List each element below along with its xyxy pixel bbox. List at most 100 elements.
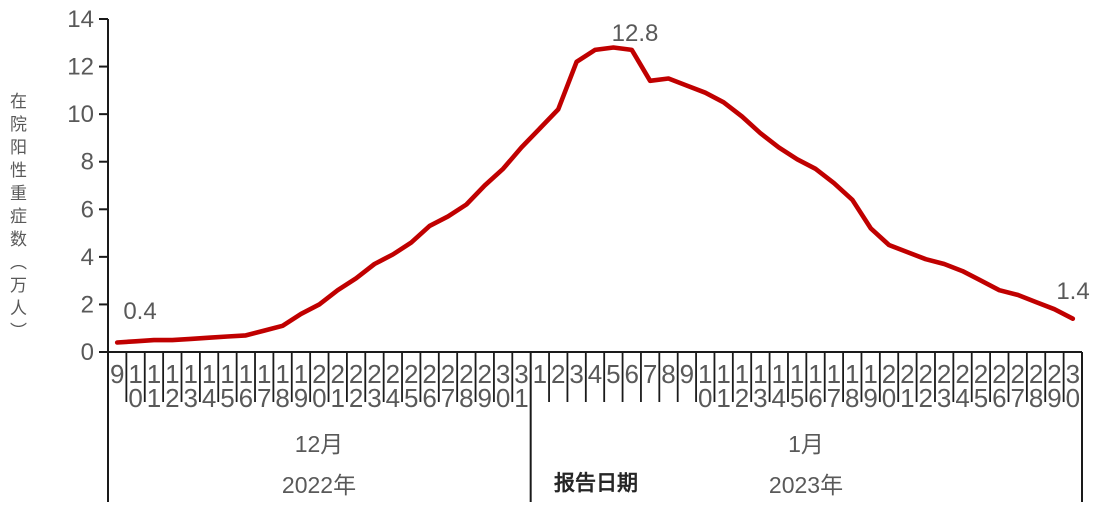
day-label: 3 bbox=[753, 383, 767, 413]
day-label: 3 bbox=[367, 383, 381, 413]
day-label: 8 bbox=[275, 383, 289, 413]
day-label: 1 bbox=[330, 383, 344, 413]
day-label: 2 bbox=[349, 383, 363, 413]
day-label: 8 bbox=[845, 383, 859, 413]
day-label: 0 bbox=[496, 383, 510, 413]
day-label: 2 bbox=[330, 359, 344, 389]
day-label: 7 bbox=[441, 383, 455, 413]
day-label: 9 bbox=[478, 383, 492, 413]
day-label: 2 bbox=[422, 359, 436, 389]
annotation-start-value: 0.4 bbox=[123, 298, 157, 325]
day-label: 6 bbox=[992, 383, 1006, 413]
month-label-december: 12月 bbox=[294, 431, 344, 457]
day-label: 6 bbox=[808, 383, 822, 413]
day-label: 1 bbox=[863, 359, 877, 389]
day-label: 7 bbox=[257, 383, 271, 413]
y-tick-label: 2 bbox=[81, 291, 94, 318]
y-tick-label: 8 bbox=[81, 149, 94, 176]
y-tick-label: 12 bbox=[67, 54, 94, 81]
day-label: 2 bbox=[165, 383, 179, 413]
day-label: 7 bbox=[643, 359, 657, 389]
day-label: 2 bbox=[459, 359, 473, 389]
day-label: 4 bbox=[588, 359, 602, 389]
day-label: 0 bbox=[882, 383, 896, 413]
day-label: 3 bbox=[1066, 359, 1080, 389]
day-label: 6 bbox=[625, 359, 639, 389]
day-label: 3 bbox=[183, 383, 197, 413]
day-label: 9 bbox=[110, 359, 124, 389]
x-axis-title: 报告日期 bbox=[554, 472, 638, 495]
day-label: 1 bbox=[239, 359, 253, 389]
day-label: 7 bbox=[827, 383, 841, 413]
day-label: 3 bbox=[569, 359, 583, 389]
y-tick-label: 14 bbox=[67, 6, 94, 33]
annotation-peak-value: 12.8 bbox=[611, 20, 659, 47]
day-label: 2 bbox=[992, 359, 1006, 389]
day-label: 1 bbox=[183, 359, 197, 389]
day-label: 2 bbox=[441, 359, 455, 389]
day-label: 1 bbox=[220, 359, 234, 389]
day-label: 0 bbox=[312, 383, 326, 413]
day-label: 8 bbox=[661, 359, 675, 389]
day-label: 0 bbox=[698, 383, 712, 413]
day-label: 1 bbox=[698, 359, 712, 389]
day-label: 1 bbox=[716, 359, 730, 389]
day-label: 2 bbox=[735, 383, 749, 413]
day-label: 2 bbox=[367, 359, 381, 389]
day-label: 1 bbox=[128, 359, 142, 389]
day-label: 0 bbox=[128, 383, 142, 413]
day-label: 5 bbox=[606, 359, 620, 389]
y-tick-label: 0 bbox=[81, 339, 94, 366]
day-label: 1 bbox=[147, 383, 161, 413]
day-label: 3 bbox=[937, 383, 951, 413]
day-label: 2 bbox=[1047, 359, 1061, 389]
day-label: 1 bbox=[790, 359, 804, 389]
day-label: 6 bbox=[422, 383, 436, 413]
day-label: 5 bbox=[404, 383, 418, 413]
day-label: 4 bbox=[202, 383, 216, 413]
day-label: 2 bbox=[882, 359, 896, 389]
day-label: 1 bbox=[808, 359, 822, 389]
day-label: 2 bbox=[312, 359, 326, 389]
day-label: 1 bbox=[147, 359, 161, 389]
day-label: 1 bbox=[294, 359, 308, 389]
day-label: 2 bbox=[919, 383, 933, 413]
day-label: 2 bbox=[551, 359, 565, 389]
day-label: 1 bbox=[845, 359, 859, 389]
day-label: 1 bbox=[275, 359, 289, 389]
day-label: 8 bbox=[1029, 383, 1043, 413]
day-label: 1 bbox=[165, 359, 179, 389]
series-line bbox=[114, 45, 1076, 345]
day-label: 1 bbox=[753, 359, 767, 389]
day-label: 1 bbox=[900, 383, 914, 413]
y-tick-label: 6 bbox=[81, 196, 94, 223]
day-label: 2 bbox=[937, 359, 951, 389]
day-label: 9 bbox=[680, 359, 694, 389]
day-label: 1 bbox=[827, 359, 841, 389]
day-label: 9 bbox=[1047, 383, 1061, 413]
day-label: 2 bbox=[349, 359, 363, 389]
day-label: 2 bbox=[955, 359, 969, 389]
day-label: 3 bbox=[496, 359, 510, 389]
day-label: 1 bbox=[202, 359, 216, 389]
day-label: 2 bbox=[404, 359, 418, 389]
day-label: 8 bbox=[459, 383, 473, 413]
day-label: 2 bbox=[900, 359, 914, 389]
day-label: 0 bbox=[1066, 383, 1080, 413]
day-label: 1 bbox=[716, 383, 730, 413]
day-label: 4 bbox=[955, 383, 969, 413]
day-label: 4 bbox=[386, 383, 400, 413]
day-label: 1 bbox=[533, 359, 547, 389]
day-label: 7 bbox=[1010, 383, 1024, 413]
day-label: 2 bbox=[386, 359, 400, 389]
day-label: 1 bbox=[735, 359, 749, 389]
day-label: 5 bbox=[790, 383, 804, 413]
day-label: 4 bbox=[772, 383, 786, 413]
day-label: 1 bbox=[257, 359, 271, 389]
day-label: 3 bbox=[514, 359, 528, 389]
day-label: 9 bbox=[863, 383, 877, 413]
y-tick-label: 10 bbox=[67, 101, 94, 128]
y-axis-title: 在院阳性重症数（万人） bbox=[7, 92, 26, 345]
